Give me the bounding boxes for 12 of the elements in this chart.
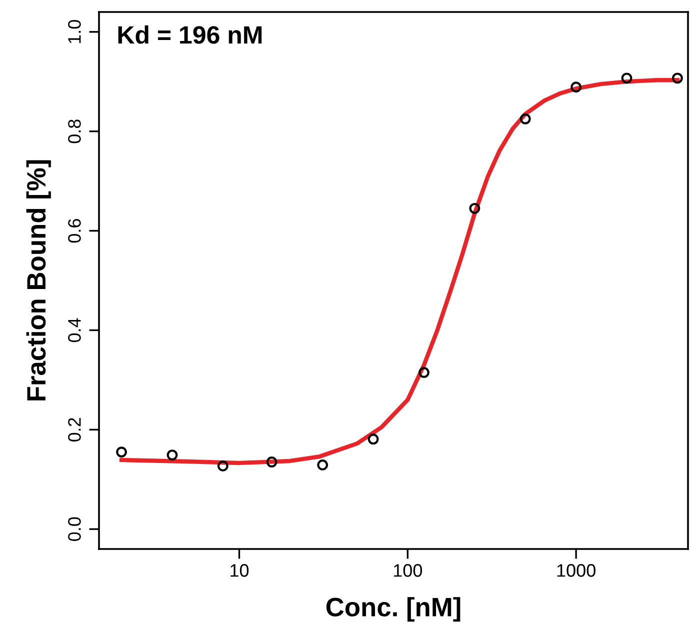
x-tick-label: 10 — [230, 564, 249, 577]
y-tick-label: 0.4 — [68, 318, 81, 342]
annotation: Kd = 196 nM — [118, 25, 262, 44]
x-axis-title: Conc. [nM] — [326, 597, 460, 622]
y-tick-label: 0.8 — [68, 120, 81, 144]
y-tick-label: 0.6 — [68, 219, 81, 243]
y-axis-title: Fraction Bound [%] — [26, 160, 51, 400]
y-tick-label: 1.0 — [68, 20, 81, 44]
y-tick-label: 0.0 — [68, 517, 81, 541]
x-tick-label: 1000 — [557, 564, 596, 577]
x-tick-label: 100 — [394, 564, 422, 577]
y-tick-label: 0.2 — [68, 418, 81, 442]
